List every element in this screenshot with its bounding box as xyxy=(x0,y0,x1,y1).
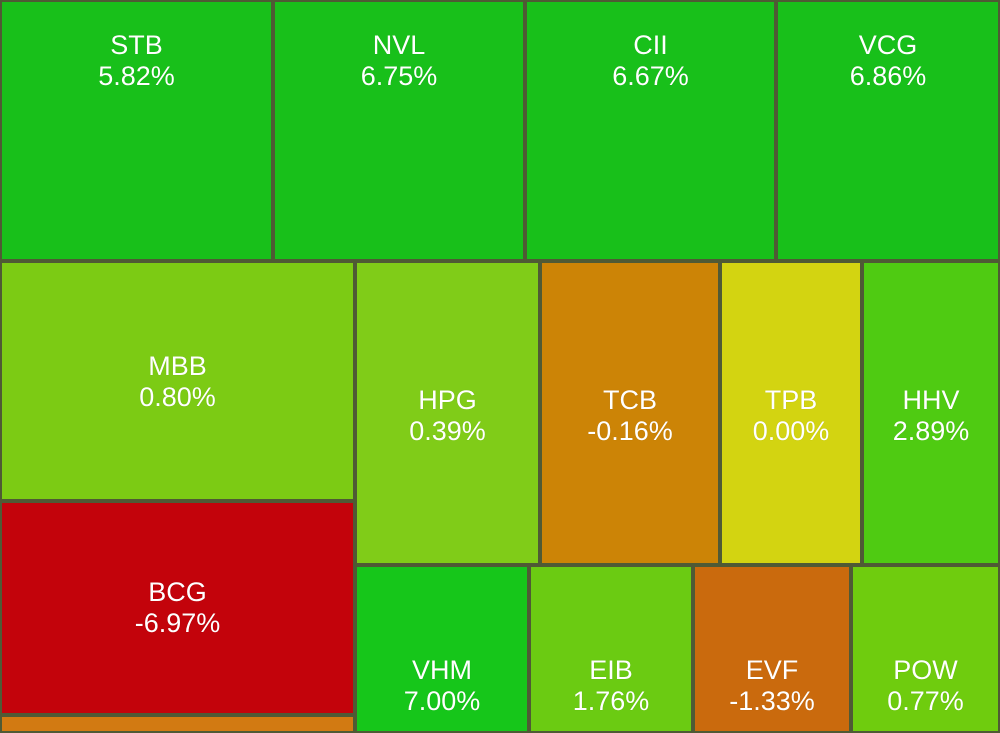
change-label: 2.89% xyxy=(892,416,970,447)
change-label: 6.75% xyxy=(360,61,438,92)
tile-label: BCG -6.97% xyxy=(2,577,353,640)
tile-label: STB 5.82% xyxy=(2,30,271,93)
change-label: 6.86% xyxy=(849,61,927,92)
ticker-label: POW xyxy=(893,655,958,685)
tile-vcg[interactable]: VCG 6.86% xyxy=(776,0,1000,261)
tile-hhv[interactable]: HHV 2.89% xyxy=(862,261,1000,565)
change-label: 0.39% xyxy=(409,416,486,447)
ticker-label: NVL xyxy=(372,30,426,60)
tile-label: EVF -1.33% xyxy=(695,655,849,718)
tile-label: EIB 1.76% xyxy=(531,655,691,718)
ticker-label: EVF xyxy=(745,655,799,685)
change-label: 6.67% xyxy=(612,61,689,92)
change-label: -1.33% xyxy=(729,686,815,717)
tile-hpg[interactable]: HPG 0.39% xyxy=(355,261,540,565)
tile-label: CII 6.67% xyxy=(527,30,774,93)
change-label: -0.16% xyxy=(587,416,673,447)
tile-label: TCB -0.16% xyxy=(542,385,718,448)
change-label: 0.00% xyxy=(752,416,830,447)
tile-nvl[interactable]: NVL 6.75% xyxy=(273,0,525,261)
tile-pow[interactable]: POW 0.77% xyxy=(851,565,1000,733)
tile-bcg[interactable]: BCG -6.97% xyxy=(0,501,355,715)
ticker-label: VCG xyxy=(858,30,918,60)
ticker-label: HHV xyxy=(902,385,960,415)
tile-label: HHV 2.89% xyxy=(864,385,998,448)
ticker-label: HPG xyxy=(418,385,477,415)
ticker-label: EIB xyxy=(589,655,633,685)
ticker-label: TPB xyxy=(764,385,818,415)
tile-tcb[interactable]: TCB -0.16% xyxy=(540,261,720,565)
tile-eib[interactable]: EIB 1.76% xyxy=(529,565,693,733)
tile-mbb[interactable]: MBB 0.80% xyxy=(0,261,355,501)
ticker-label: STB xyxy=(110,30,163,60)
change-label: 0.80% xyxy=(139,382,216,413)
tile-label: POW 0.77% xyxy=(853,655,998,718)
change-label: 1.76% xyxy=(572,686,650,717)
ticker-label: VHM xyxy=(412,655,472,685)
change-label: -6.97% xyxy=(134,608,221,639)
tile-label: NVL 6.75% xyxy=(275,30,523,93)
tile-stb[interactable]: STB 5.82% xyxy=(0,0,273,261)
tile-partial-14[interactable] xyxy=(0,715,355,733)
ticker-label: CII xyxy=(633,30,668,60)
tile-evf[interactable]: EVF -1.33% xyxy=(693,565,851,733)
tile-label: VHM 7.00% xyxy=(357,655,527,718)
change-label: 7.00% xyxy=(403,686,481,717)
ticker-label: TCB xyxy=(603,385,657,415)
tile-label: HPG 0.39% xyxy=(357,385,538,448)
ticker-label: BCG xyxy=(148,577,207,607)
change-label: 0.77% xyxy=(887,686,964,717)
ticker-label: MBB xyxy=(148,351,207,381)
tile-tpb[interactable]: TPB 0.00% xyxy=(720,261,862,565)
tile-cii[interactable]: CII 6.67% xyxy=(525,0,776,261)
tile-label: VCG 6.86% xyxy=(778,30,998,93)
change-label: 5.82% xyxy=(98,61,175,92)
tile-label: MBB 0.80% xyxy=(2,351,353,414)
tile-label: TPB 0.00% xyxy=(722,385,860,448)
tile-vhm[interactable]: VHM 7.00% xyxy=(355,565,529,733)
